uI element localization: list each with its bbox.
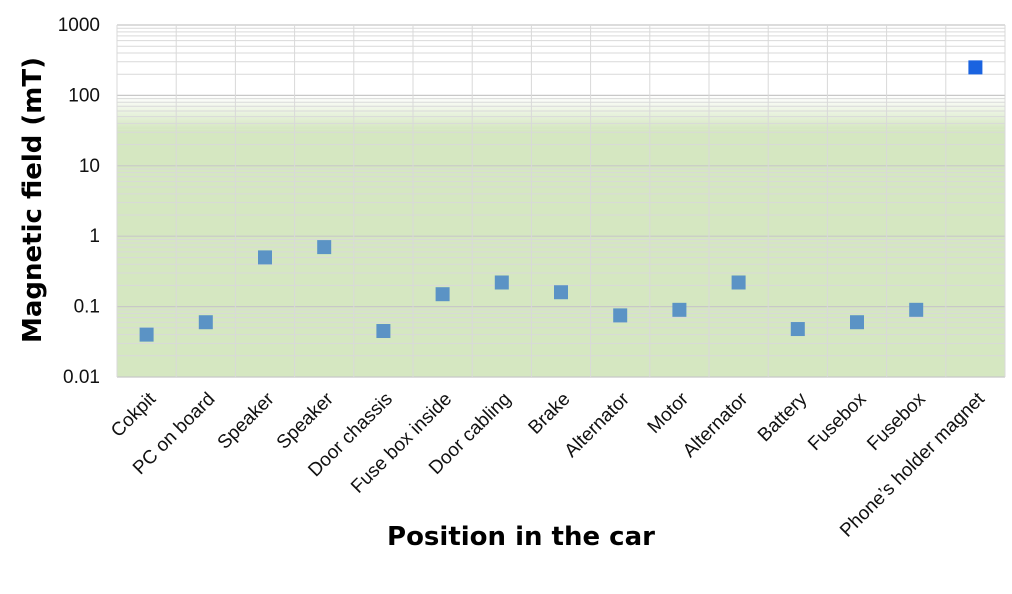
x-axis-title: Position in the car [387,522,655,552]
x-tick-label: Fuse box inside [347,389,456,498]
data-point [613,308,628,323]
data-point [317,240,332,255]
x-tick-label: Alternator [561,388,635,462]
x-tick-label: Alternator [679,388,753,462]
x-tick-label: Motor [644,388,694,438]
y-tick-label: 1 [89,226,100,247]
data-point [198,315,213,330]
y-tick-label: 0.1 [74,297,100,318]
shaded-band-fade [117,95,1005,130]
data-point [731,275,746,290]
data-point [790,322,805,337]
data-points [139,60,983,342]
data-point [554,285,568,300]
y-tick-label: 0.01 [63,367,100,388]
x-tick-label: Battery [754,388,812,446]
y-axis-ticks: 0.01 0.1 1 10 100 1000 [58,15,100,388]
x-tick-label: Cokpit [107,388,160,441]
data-point [968,60,983,75]
data-point [494,275,509,290]
data-point [672,302,687,317]
gridlines [116,24,1006,378]
y-tick-label: 100 [68,85,100,106]
y-tick-label: 1000 [58,15,100,36]
data-point [909,302,924,317]
x-tick-label: Brake [525,389,575,439]
y-axis-title: Magnetic field (mT) [18,57,48,343]
data-point [435,287,450,302]
x-tick-label: Fusebox [804,388,871,455]
shaded-band [117,129,1005,377]
data-point [850,315,864,330]
data-point [258,250,272,265]
y-tick-label: 10 [79,156,100,177]
data-point [376,324,391,339]
data-point [139,327,154,342]
x-tick-label: Speaker [214,388,279,453]
